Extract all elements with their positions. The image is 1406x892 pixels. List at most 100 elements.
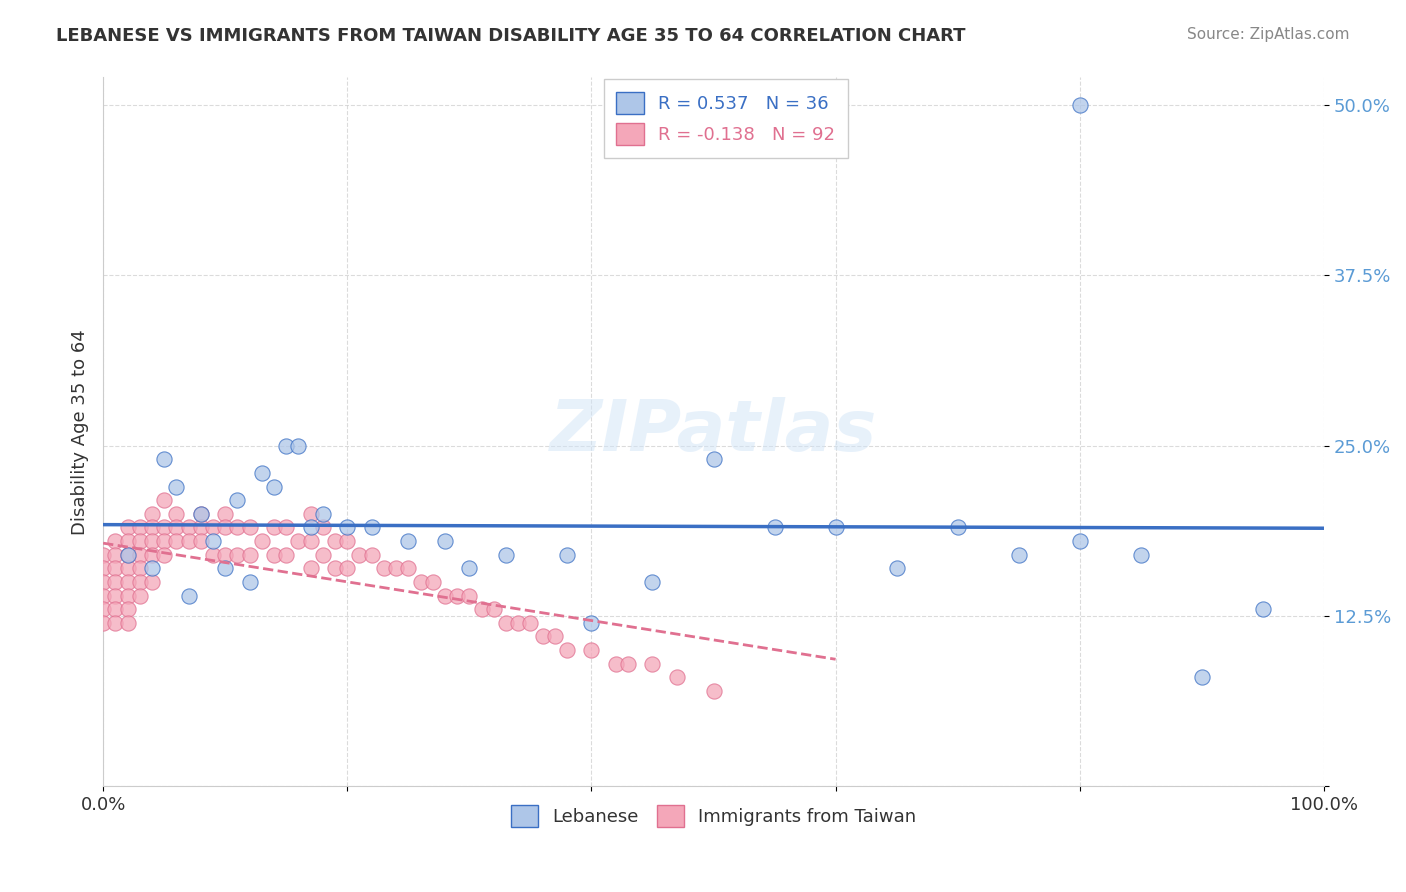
Point (91, 574, 114, 589)
Point (581, 615, 603, 630)
Point (177, 520, 200, 534)
Point (458, 561, 481, 575)
Point (1251, 602, 1274, 616)
Point (190, 507, 212, 521)
Point (458, 589, 481, 603)
Point (141, 534, 163, 549)
Point (117, 534, 139, 549)
Point (555, 643, 578, 657)
Point (117, 602, 139, 616)
Point (226, 493, 249, 508)
Point (117, 615, 139, 630)
Point (201, 520, 224, 534)
Point (141, 561, 163, 575)
Point (165, 534, 187, 549)
Point (177, 534, 200, 549)
Point (409, 574, 432, 589)
Point (299, 534, 322, 549)
Point (312, 520, 335, 534)
Point (165, 479, 187, 493)
Point (128, 574, 150, 589)
Point (214, 520, 236, 534)
Point (239, 548, 262, 562)
Point (117, 574, 139, 589)
Point (214, 548, 236, 562)
Point (336, 520, 359, 534)
Point (508, 615, 530, 630)
Point (153, 520, 176, 534)
Point (336, 534, 359, 549)
Point (312, 548, 335, 562)
Point (299, 507, 322, 521)
Point (91, 602, 114, 616)
Point (323, 561, 346, 575)
Point (581, 643, 603, 657)
Point (201, 534, 224, 549)
Point (117, 548, 139, 562)
Point (422, 574, 444, 589)
Point (91, 615, 114, 630)
Point (299, 561, 322, 575)
Point (226, 548, 249, 562)
Point (128, 561, 150, 575)
Point (617, 657, 640, 671)
Point (555, 548, 578, 562)
Point (336, 561, 359, 575)
Point (946, 520, 969, 534)
Point (117, 520, 139, 534)
Point (495, 548, 517, 562)
Point (1069, 534, 1091, 549)
Point (117, 548, 139, 562)
Point (153, 548, 176, 562)
Point (1069, 97, 1091, 112)
Point (1129, 548, 1152, 562)
Point (117, 561, 139, 575)
Point (276, 548, 298, 562)
Point (702, 452, 724, 467)
Point (1008, 548, 1031, 562)
Point (153, 452, 176, 467)
Point (263, 520, 285, 534)
Point (91, 561, 114, 575)
Text: ZIPatlas: ZIPatlas (550, 398, 877, 467)
Point (824, 520, 846, 534)
Point (263, 548, 285, 562)
Point (360, 548, 382, 562)
Point (312, 507, 335, 521)
Point (104, 574, 127, 589)
Point (360, 520, 382, 534)
Point (128, 520, 150, 534)
Point (263, 479, 285, 493)
Point (641, 657, 664, 671)
Point (153, 493, 176, 508)
Point (276, 439, 298, 453)
Point (385, 561, 408, 575)
Point (373, 561, 395, 575)
Point (201, 548, 224, 562)
Point (886, 561, 908, 575)
Text: Source: ZipAtlas.com: Source: ZipAtlas.com (1187, 27, 1350, 42)
Point (165, 520, 187, 534)
Point (471, 602, 494, 616)
Point (177, 589, 200, 603)
Point (104, 615, 127, 630)
Point (214, 561, 236, 575)
Point (141, 520, 163, 534)
Point (165, 507, 187, 521)
Point (250, 534, 273, 549)
Point (190, 520, 212, 534)
Point (396, 561, 419, 575)
Point (104, 561, 127, 575)
Point (396, 534, 419, 549)
Point (433, 589, 456, 603)
Point (763, 520, 786, 534)
Point (190, 534, 212, 549)
Point (91, 589, 114, 603)
Point (1191, 670, 1213, 684)
Point (128, 548, 150, 562)
Point (91, 548, 114, 562)
Point (104, 602, 127, 616)
Point (104, 534, 127, 549)
Point (519, 615, 541, 630)
Point (128, 589, 150, 603)
